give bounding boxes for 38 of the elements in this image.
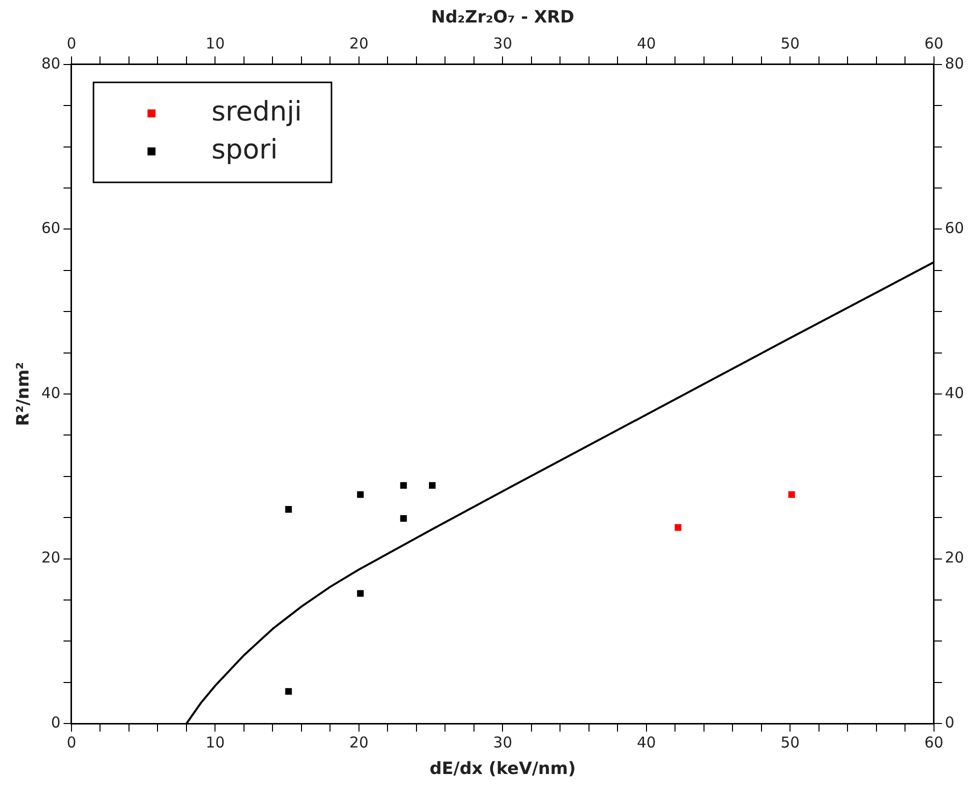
point <box>285 506 292 513</box>
y2-tick-label: 80 <box>944 54 964 72</box>
x-tick-label: 10 <box>206 733 225 752</box>
point <box>788 491 795 498</box>
y-tick-label: 0 <box>50 713 60 732</box>
y-tick-label: 60 <box>41 219 60 238</box>
y-axis-title: R²/nm² <box>14 362 34 426</box>
x-axis-title: dE/dx (keV/nm) <box>430 759 576 780</box>
x2-tick-label: 10 <box>206 34 225 52</box>
y2-tick-label: 60 <box>944 219 964 238</box>
point <box>674 524 682 531</box>
legend-label: srednji <box>211 96 302 128</box>
point <box>400 482 407 489</box>
y2-tick-label: 0 <box>944 713 954 732</box>
x2-tick-label: 50 <box>780 34 800 52</box>
y-tick-label: 40 <box>41 384 60 402</box>
x2-tick-label: 60 <box>924 34 944 52</box>
legend-label: spori <box>211 134 278 166</box>
x2-tick-label: 40 <box>636 34 656 52</box>
x-tick-label: 20 <box>349 733 369 752</box>
point <box>357 590 364 597</box>
x-tick-label: 60 <box>924 733 944 752</box>
y2-tick-label: 20 <box>944 548 964 567</box>
point <box>357 491 364 498</box>
x-tick-label: 50 <box>780 733 800 752</box>
y-tick-label: 20 <box>41 548 60 567</box>
x-tick-label: 0 <box>66 733 76 752</box>
x2-tick-label: 20 <box>349 34 369 52</box>
y-tick-label: 80 <box>41 54 60 72</box>
point <box>285 688 292 695</box>
x-tick-label: 40 <box>636 733 656 752</box>
point <box>400 515 407 522</box>
point <box>428 482 436 489</box>
y2-tick-label: 40 <box>944 384 964 402</box>
x2-tick-label: 0 <box>66 34 76 52</box>
x2-tick-label: 30 <box>493 34 512 52</box>
x-tick-label: 30 <box>493 733 512 752</box>
chart-title: Nd₂Zr₂O₇ - XRD <box>431 8 574 28</box>
